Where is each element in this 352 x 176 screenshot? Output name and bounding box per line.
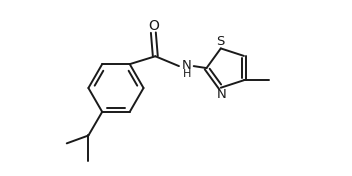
Text: N: N [182, 59, 192, 72]
Text: H: H [183, 69, 191, 79]
Text: O: O [148, 19, 159, 33]
Text: N: N [217, 88, 227, 101]
Text: S: S [216, 35, 225, 48]
